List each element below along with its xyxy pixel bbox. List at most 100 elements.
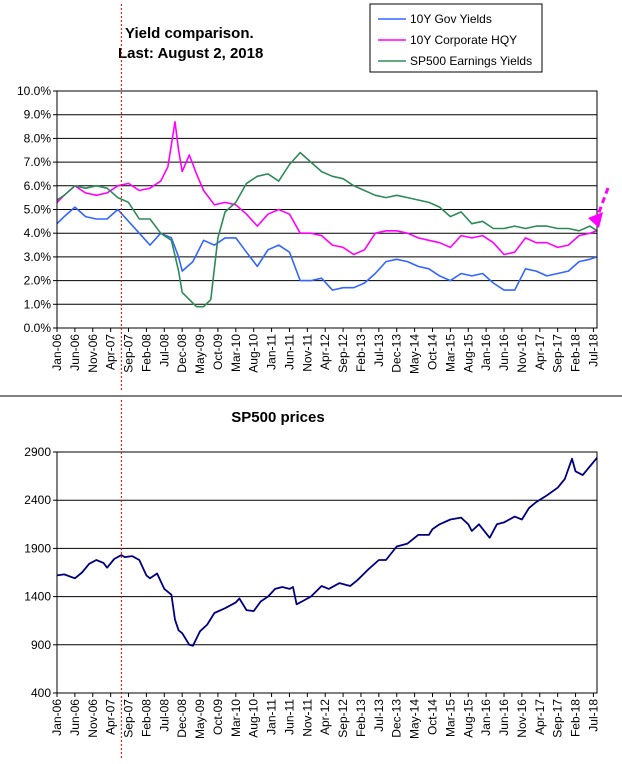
x-tick-label: Jan-06	[50, 699, 64, 736]
x-tick-label: May-14	[408, 334, 422, 374]
x-tick-label: Jan-16	[479, 334, 493, 371]
legend-label-earnings: SP500 Earnings Yields	[410, 54, 532, 68]
x-tick-label: Sep-17	[551, 334, 565, 373]
x-tick-label: Sep-07	[122, 334, 136, 373]
x-tick-label: Nov-11	[300, 334, 314, 372]
prices-panel: SP500 prices 400 900 1400 1900 2400 2900 Jan-…	[24, 400, 600, 760]
series-line-2	[56, 151, 598, 308]
x-tick-label: Dec-13	[390, 699, 404, 738]
x-tick-label: Dec-13	[390, 334, 404, 373]
arrow-shaft	[596, 187, 610, 216]
yield-y-tick-labels: 0.0% 1.0% 2.0% 3.0% 4.0% 5.0% 6.0% 7.0% 8.0% 9.0%…	[17, 84, 51, 335]
prices-title: SP500 prices	[231, 409, 324, 426]
x-tick-label: Feb-08	[139, 334, 153, 372]
y-tick-label: 8.0%	[24, 131, 52, 145]
legend-label-gov: 10Y Gov Yields	[410, 12, 492, 26]
x-tick-label: Oct-09	[211, 334, 225, 370]
x-tick-label: Oct-14	[425, 334, 439, 370]
x-tick-label: Feb-08	[139, 699, 153, 737]
yield-subtitle: Last: August 2, 2018	[118, 45, 263, 62]
yield-series-lines	[56, 121, 598, 308]
x-tick-label: Jun-11	[282, 699, 296, 735]
series-line-1	[56, 121, 598, 256]
prices-series-lines	[56, 457, 598, 647]
x-tick-label: Jun-11	[282, 334, 296, 370]
y-tick-label: 3.0%	[24, 250, 52, 264]
x-tick-label: Apr-17	[533, 334, 547, 370]
x-tick-label: Nov-16	[515, 334, 529, 373]
x-tick-label: Jan-16	[479, 699, 493, 736]
x-tick-label: Jul-13	[372, 334, 386, 367]
x-tick-label: Mar-10	[229, 699, 243, 737]
x-tick-label: Sep-12	[336, 334, 350, 373]
arrow-head	[588, 212, 603, 228]
x-tick-label: Jul-08	[157, 334, 171, 367]
y-tick-label: 1900	[24, 541, 51, 555]
x-tick-label: Feb-13	[354, 334, 368, 372]
x-tick-label: Jul-08	[157, 699, 171, 732]
x-tick-label: Jan-06	[50, 334, 64, 371]
x-tick-label: Nov-06	[86, 699, 100, 738]
y-tick-label: 7.0%	[24, 155, 52, 169]
y-tick-label: 1400	[24, 590, 51, 604]
y-tick-label: 2400	[24, 493, 51, 507]
x-tick-label: Oct-14	[425, 699, 439, 735]
x-tick-label: Feb-18	[569, 699, 583, 737]
x-tick-label: Apr-17	[533, 699, 547, 735]
x-tick-label: Jun-06	[68, 334, 82, 371]
x-tick-label: Feb-18	[569, 334, 583, 372]
prices-plot-frame	[56, 451, 598, 694]
x-tick-label: Aug-15	[461, 334, 475, 373]
x-tick-label: Apr-12	[318, 699, 332, 735]
x-tick-label: Jul-18	[586, 334, 600, 367]
x-tick-label: Oct-09	[211, 699, 225, 735]
x-tick-label: Jan-11	[265, 699, 279, 735]
legend-label-corp: 10Y Corporate HQY	[410, 33, 517, 47]
x-tick-label: Aug-15	[461, 699, 475, 738]
x-tick-label: Apr-12	[318, 334, 332, 370]
y-tick-label: 900	[31, 638, 51, 652]
x-tick-label: Dec-08	[175, 334, 189, 373]
y-tick-label: 1.0%	[24, 297, 52, 311]
x-tick-label: Sep-12	[336, 699, 350, 738]
prices-y-tick-labels: 400 900 1400 1900 2400 2900	[24, 445, 51, 700]
y-tick-label: 9.0%	[24, 108, 52, 122]
x-tick-label: Apr-07	[104, 334, 118, 370]
x-tick-label: May-14	[408, 699, 422, 739]
x-tick-label: Jun-16	[497, 699, 511, 736]
x-tick-label: Jun-16	[497, 334, 511, 371]
yield-x-tick-labels: Jan-06 Jun-06 Nov-06 Apr-07 Sep-07 Feb-08 Jul-…	[50, 328, 600, 374]
x-tick-label: Nov-11	[300, 699, 314, 737]
yield-gridlines	[53, 90, 597, 329]
y-tick-label: 0.0%	[24, 321, 52, 335]
x-tick-label: Mar-15	[443, 334, 457, 372]
x-tick-label: Aug-10	[247, 334, 261, 373]
y-tick-label: 5.0%	[24, 203, 52, 217]
y-tick-label: 10.0%	[17, 84, 51, 98]
y-tick-label: 2900	[24, 445, 51, 459]
x-tick-label: Jan-11	[265, 334, 279, 370]
series-line-0	[56, 457, 598, 647]
yield-plot-frame	[56, 90, 598, 329]
x-tick-label: Feb-13	[354, 699, 368, 737]
x-tick-label: Sep-17	[551, 699, 565, 738]
x-tick-label: Jul-13	[372, 699, 386, 732]
last-value-arrow	[588, 187, 610, 228]
x-tick-label: Mar-10	[229, 334, 243, 372]
x-tick-label: Apr-07	[104, 699, 118, 735]
y-tick-label: 400	[31, 686, 51, 700]
x-tick-label: Jun-06	[68, 699, 82, 736]
prices-x-tick-labels: Jan-06 Jun-06 Nov-06 Apr-07 Sep-07 Feb-08 Jul-…	[50, 693, 600, 739]
x-tick-label: May-09	[193, 334, 207, 374]
yield-legend: 10Y Gov Yields 10Y Corporate HQY SP500 E…	[369, 3, 543, 73]
x-tick-label: Nov-06	[86, 334, 100, 373]
x-tick-label: Jul-18	[586, 699, 600, 732]
yield-title: Yield comparison.	[125, 25, 254, 42]
y-tick-label: 6.0%	[24, 179, 52, 193]
y-tick-label: 4.0%	[24, 226, 52, 240]
x-tick-label: Mar-15	[443, 699, 457, 737]
x-tick-label: Aug-10	[247, 699, 261, 738]
yield-panel: Yield comparison. Last: August 2, 2018 0…	[17, 3, 610, 392]
